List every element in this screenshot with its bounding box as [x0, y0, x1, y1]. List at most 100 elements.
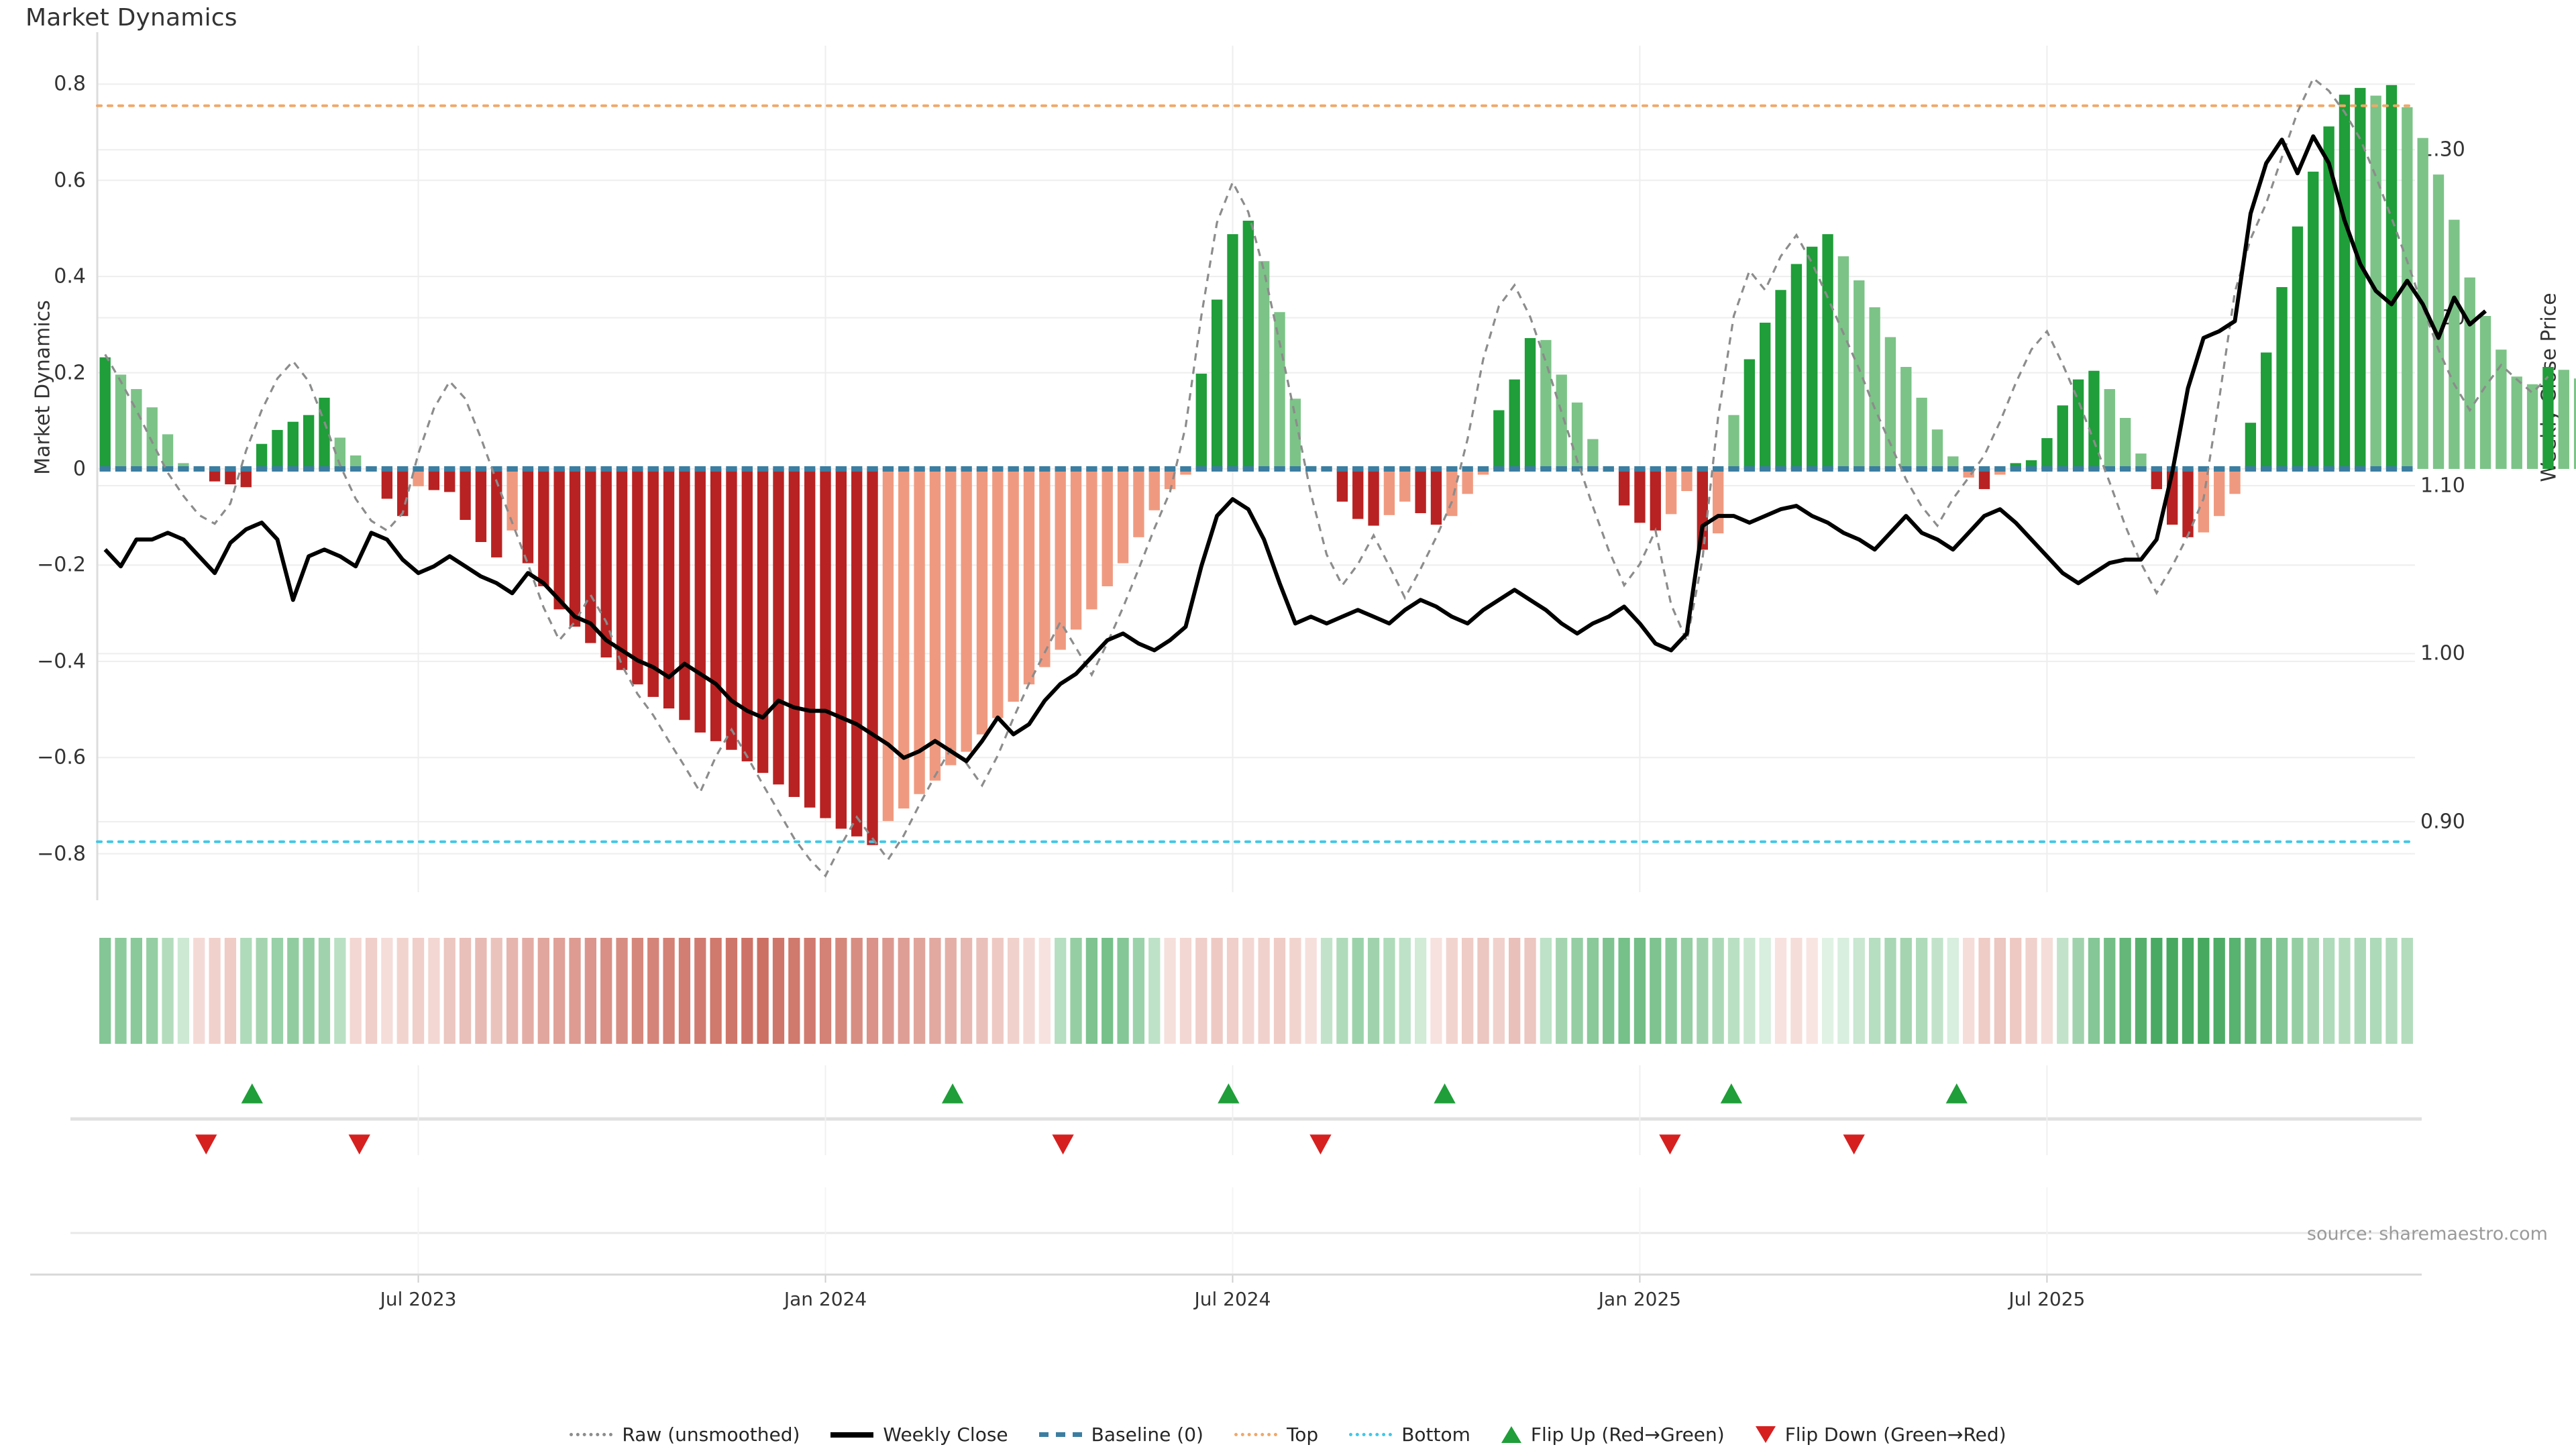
baseline-tick: [319, 466, 330, 472]
flip-down-marker[interactable]: [1843, 1134, 1865, 1155]
bar: [1102, 469, 1113, 586]
baseline-tick: [2119, 466, 2131, 472]
baseline-tick: [1493, 466, 1505, 472]
heatmap-cell: [2119, 938, 2131, 1044]
heatmap-cell: [1195, 938, 1208, 1044]
bar: [945, 469, 957, 765]
heatmap-cell: [1493, 938, 1505, 1044]
baseline-tick: [1133, 466, 1144, 472]
flip-up-marker[interactable]: [1218, 1083, 1240, 1104]
bar: [1430, 469, 1442, 525]
baseline-tick: [1603, 466, 1614, 472]
baseline-tick: [726, 466, 737, 472]
bar: [1509, 379, 1520, 469]
x-tick-label: Jul 2025: [2008, 1288, 2086, 1310]
legend-item-bottom[interactable]: Bottom: [1349, 1424, 1470, 1446]
baseline-tick: [2370, 466, 2381, 472]
heatmap-cell: [1603, 938, 1615, 1044]
legend-item-baseline[interactable]: Baseline (0): [1038, 1424, 1203, 1446]
heatmap-cell: [2370, 938, 2382, 1044]
heatmap-cell: [443, 938, 455, 1044]
bar: [726, 469, 737, 750]
heatmap-cell: [866, 938, 879, 1044]
bar: [1681, 469, 1693, 491]
heatmap-cell: [1618, 938, 1630, 1044]
bar: [1352, 469, 1364, 519]
heatmap-cell: [1242, 938, 1254, 1044]
heatmap-cell: [2245, 938, 2257, 1044]
baseline-tick: [1023, 466, 1035, 472]
bar: [757, 469, 769, 773]
baseline-tick: [1728, 466, 1739, 472]
bar: [710, 469, 722, 741]
bar: [2385, 85, 2398, 469]
baseline-markers: [99, 466, 2413, 472]
flip-down-marker[interactable]: [1052, 1134, 1074, 1155]
flip-up-marker[interactable]: [1434, 1083, 1456, 1104]
bar: [1133, 469, 1144, 537]
x-tick-label: Jul 2023: [380, 1288, 457, 1310]
flip-down-marker[interactable]: [195, 1134, 217, 1155]
bar: [2072, 379, 2084, 469]
legend-item-flip-up[interactable]: Flip Up (Red→Green): [1501, 1424, 1725, 1446]
baseline-tick: [2151, 466, 2162, 472]
legend-label: Raw (unsmoothed): [622, 1424, 800, 1446]
baseline-tick: [2292, 466, 2304, 472]
baseline-tick: [2135, 466, 2147, 472]
bar: [460, 469, 471, 521]
bar: [334, 437, 346, 469]
heatmap-cell: [929, 938, 941, 1044]
bar: [1900, 366, 1912, 469]
baseline-tick: [679, 466, 690, 472]
baseline-tick: [475, 466, 487, 472]
heatmap-cell: [757, 938, 769, 1044]
heatmap-cell: [537, 938, 549, 1044]
legend-item-top[interactable]: Top: [1234, 1424, 1318, 1446]
bar: [240, 469, 252, 488]
flip-down-marker[interactable]: [1309, 1134, 1332, 1155]
flip-up-marker[interactable]: [1945, 1083, 1968, 1104]
bar: [2245, 423, 2257, 469]
flip-down-marker[interactable]: [348, 1134, 370, 1155]
legend-item-flip-down[interactable]: Flip Down (Green→Red): [1755, 1424, 2006, 1446]
heatmap-cell: [1524, 938, 1536, 1044]
bar: [914, 469, 925, 794]
bar: [1556, 374, 1567, 469]
baseline-tick: [1931, 466, 1943, 472]
bar: [1446, 469, 1458, 517]
heatmap-cell: [2166, 938, 2178, 1044]
heatmap-cell: [381, 938, 393, 1044]
baseline-tick: [1697, 466, 1708, 472]
flip-up-marker[interactable]: [1720, 1083, 1743, 1104]
source-note: source: sharemaestro.com: [2306, 1224, 2548, 1244]
baseline-tick: [867, 466, 878, 472]
flip-marker-panel: [70, 1065, 2422, 1155]
flip-up-marker[interactable]: [241, 1083, 263, 1104]
baseline-tick: [1854, 466, 1865, 472]
bar: [788, 469, 800, 798]
bar: [976, 469, 988, 735]
baseline-tick: [413, 466, 424, 472]
legend-item-weekly-close[interactable]: Weekly Close: [830, 1424, 1008, 1446]
baseline-tick: [1556, 466, 1567, 472]
heatmap-cell: [1963, 938, 1975, 1044]
bar: [1258, 261, 1270, 469]
flip-down-marker[interactable]: [1659, 1134, 1681, 1155]
heatmap-cell: [2135, 938, 2147, 1044]
heatmap-cell: [130, 938, 142, 1044]
bar: [413, 469, 424, 486]
baseline-tick: [1634, 466, 1646, 472]
heatmap-cell: [2025, 938, 2037, 1044]
x-tick-label: Jul 2024: [1194, 1288, 1271, 1310]
heatmap-cell: [115, 938, 127, 1044]
baseline-tick: [1587, 466, 1599, 472]
heatmap-cell: [396, 938, 409, 1044]
baseline-tick: [835, 466, 847, 472]
legend-item-raw-unsmoothed[interactable]: Raw (unsmoothed): [570, 1424, 800, 1446]
heatmap-cell: [2213, 938, 2225, 1044]
baseline-tick: [2229, 466, 2241, 472]
bar: [1869, 307, 1880, 469]
heatmap-cell: [1352, 938, 1364, 1044]
flip-up-marker[interactable]: [941, 1083, 964, 1104]
baseline-tick: [1665, 466, 1677, 472]
